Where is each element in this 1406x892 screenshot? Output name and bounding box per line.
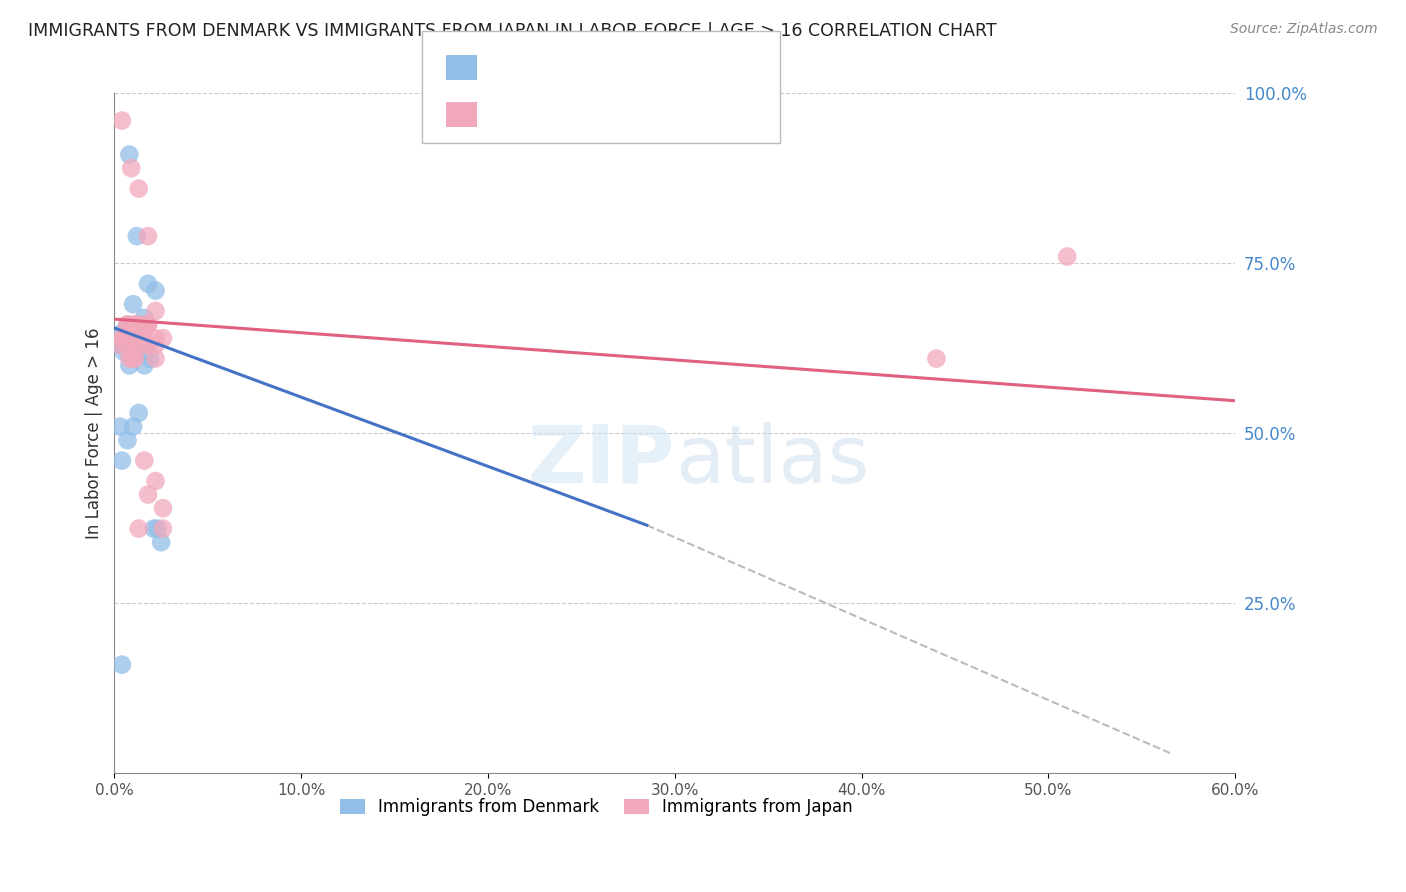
Point — [122, 338, 145, 352]
Point — [128, 318, 150, 332]
Point — [111, 657, 134, 672]
Point — [129, 338, 152, 352]
Point — [152, 522, 174, 536]
Point — [145, 351, 167, 366]
Point — [112, 325, 135, 339]
Point — [145, 474, 167, 488]
Point — [152, 331, 174, 345]
Point — [122, 419, 145, 434]
Text: R =: R = — [488, 106, 524, 124]
Point — [145, 338, 167, 352]
Point — [1056, 250, 1078, 264]
Point — [131, 325, 153, 339]
Point — [112, 331, 135, 345]
Point — [128, 331, 150, 345]
Point — [117, 318, 139, 332]
Point — [124, 331, 146, 345]
Point — [108, 331, 131, 345]
Point — [134, 359, 156, 373]
Point — [124, 325, 146, 339]
Point — [120, 338, 142, 352]
Point — [145, 284, 167, 298]
Text: 40: 40 — [651, 59, 673, 77]
Point — [124, 351, 146, 366]
Point — [112, 331, 135, 345]
Text: Source: ZipAtlas.com: Source: ZipAtlas.com — [1230, 22, 1378, 37]
Point — [125, 325, 148, 339]
Point — [134, 318, 156, 332]
Point — [114, 331, 136, 345]
Point — [150, 535, 173, 549]
Point — [136, 338, 159, 352]
Point — [120, 325, 142, 339]
Point — [145, 331, 167, 345]
Point — [111, 331, 134, 345]
Point — [128, 522, 150, 536]
Point — [136, 318, 159, 332]
Text: N =: N = — [614, 59, 651, 77]
Point — [136, 318, 159, 332]
Point — [128, 406, 150, 420]
Point — [117, 318, 139, 332]
Point — [146, 522, 169, 536]
Point — [120, 325, 142, 339]
Point — [117, 331, 139, 345]
Point — [118, 147, 141, 161]
Point — [122, 297, 145, 311]
Point — [152, 501, 174, 516]
Point — [134, 325, 156, 339]
Point — [118, 351, 141, 366]
Text: -0.364: -0.364 — [530, 59, 589, 77]
Point — [114, 325, 136, 339]
Legend: Immigrants from Denmark, Immigrants from Japan: Immigrants from Denmark, Immigrants from… — [333, 791, 860, 823]
Point — [111, 113, 134, 128]
Point — [124, 344, 146, 359]
Point — [120, 338, 142, 352]
Point — [136, 229, 159, 244]
Point — [128, 331, 150, 345]
Text: R =: R = — [488, 59, 524, 77]
Point — [131, 318, 153, 332]
Point — [118, 359, 141, 373]
Point — [120, 344, 142, 359]
Point — [108, 419, 131, 434]
Point — [135, 344, 157, 359]
Point — [120, 161, 142, 176]
Point — [142, 522, 165, 536]
Point — [122, 351, 145, 366]
Point — [128, 331, 150, 345]
Point — [136, 487, 159, 501]
Point — [108, 338, 131, 352]
Point — [117, 433, 139, 447]
Text: IMMIGRANTS FROM DENMARK VS IMMIGRANTS FROM JAPAN IN LABOR FORCE | AGE > 16 CORRE: IMMIGRANTS FROM DENMARK VS IMMIGRANTS FR… — [28, 22, 997, 40]
Text: N =: N = — [614, 106, 651, 124]
Point — [128, 181, 150, 195]
Text: atlas: atlas — [675, 422, 869, 500]
Point — [120, 338, 142, 352]
Point — [117, 318, 139, 332]
Point — [136, 277, 159, 291]
Y-axis label: In Labor Force | Age > 16: In Labor Force | Age > 16 — [86, 327, 103, 539]
Point — [145, 304, 167, 318]
Point — [117, 331, 139, 345]
Point — [112, 344, 135, 359]
Point — [120, 331, 142, 345]
Point — [111, 331, 134, 345]
Point — [134, 310, 156, 325]
Text: -0.169: -0.169 — [530, 106, 589, 124]
Point — [124, 318, 146, 332]
Point — [114, 325, 136, 339]
Point — [108, 338, 131, 352]
Point — [124, 318, 146, 332]
Point — [134, 453, 156, 467]
Text: ZIP: ZIP — [527, 422, 675, 500]
Point — [925, 351, 948, 366]
Point — [125, 229, 148, 244]
Text: 45: 45 — [651, 106, 673, 124]
Point — [139, 351, 162, 366]
Point — [111, 338, 134, 352]
Point — [111, 453, 134, 467]
Point — [134, 338, 156, 352]
Point — [117, 338, 139, 352]
